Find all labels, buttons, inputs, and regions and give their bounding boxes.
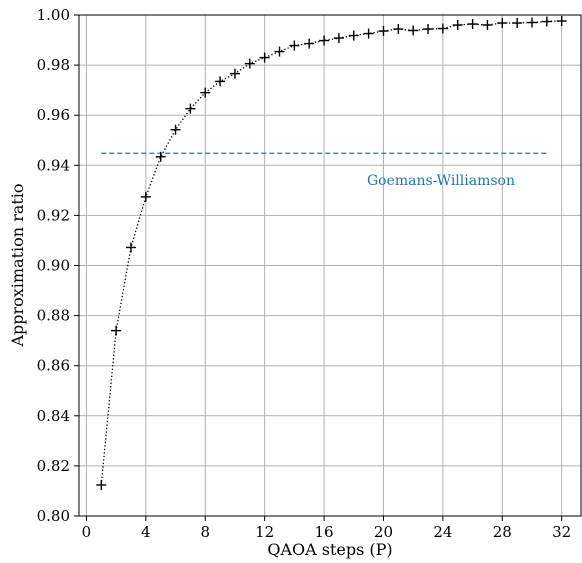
data-point <box>556 16 567 27</box>
x-tick-label: 8 <box>200 523 210 541</box>
grid <box>79 14 581 517</box>
y-tick-label: 0.98 <box>37 56 70 74</box>
data-point <box>200 87 211 98</box>
y-tick-label: 0.94 <box>37 156 70 174</box>
axis-ticks: 0 4 8 12 16 20 24 28 32 0.80 0.82 0.84 0.86 0.88 0.90 0… <box>37 6 572 541</box>
reference-line-label: Goemans-Williamson <box>367 173 515 189</box>
data-point <box>497 18 508 29</box>
data-point <box>333 33 344 44</box>
y-tick-label: 0.84 <box>37 407 70 425</box>
data-point <box>408 25 419 36</box>
data-point <box>526 17 537 28</box>
y-tick-label: 0.92 <box>37 206 70 224</box>
x-tick-label: 0 <box>82 523 92 541</box>
x-tick-label: 16 <box>315 523 334 541</box>
data-point <box>244 58 255 69</box>
data-point <box>304 38 315 49</box>
x-tick-label: 4 <box>141 523 151 541</box>
data-point <box>452 20 463 31</box>
data-point <box>274 46 285 57</box>
x-tick-label: 32 <box>552 523 571 541</box>
y-tick-label: 0.90 <box>37 257 70 275</box>
y-tick-label: 0.88 <box>37 307 70 325</box>
y-tick-label: 0.82 <box>37 457 70 475</box>
data-point <box>111 325 122 336</box>
data-point <box>319 35 330 46</box>
data-point <box>140 191 151 202</box>
data-point <box>170 124 181 135</box>
data-point <box>125 242 136 253</box>
data-point <box>363 28 374 39</box>
data-point <box>289 40 300 51</box>
y-axis-label: Approximation ratio <box>8 183 27 347</box>
data-point <box>348 30 359 41</box>
data-point <box>378 26 389 37</box>
data-point <box>259 52 270 63</box>
data-point <box>185 103 196 114</box>
data-point <box>215 76 226 87</box>
data-point <box>482 20 493 31</box>
data-point <box>96 479 107 490</box>
x-tick-label: 20 <box>374 523 393 541</box>
data-point <box>541 16 552 27</box>
data-point <box>155 151 166 162</box>
data-point <box>467 19 478 30</box>
y-tick-label: 1.00 <box>37 6 70 24</box>
data-point <box>393 24 404 35</box>
y-tick-label: 0.80 <box>37 507 70 525</box>
data-point <box>423 24 434 35</box>
y-tick-label: 0.86 <box>37 357 70 375</box>
y-tick-label: 0.96 <box>37 106 70 124</box>
x-tick-label: 24 <box>433 523 452 541</box>
data-point <box>229 68 240 79</box>
data-point <box>437 23 448 34</box>
x-axis-label: QAOA steps (P) <box>267 540 392 559</box>
x-tick-label: 28 <box>493 523 512 541</box>
x-tick-label: 12 <box>255 523 274 541</box>
data-series <box>96 16 567 490</box>
data-point <box>512 18 523 29</box>
